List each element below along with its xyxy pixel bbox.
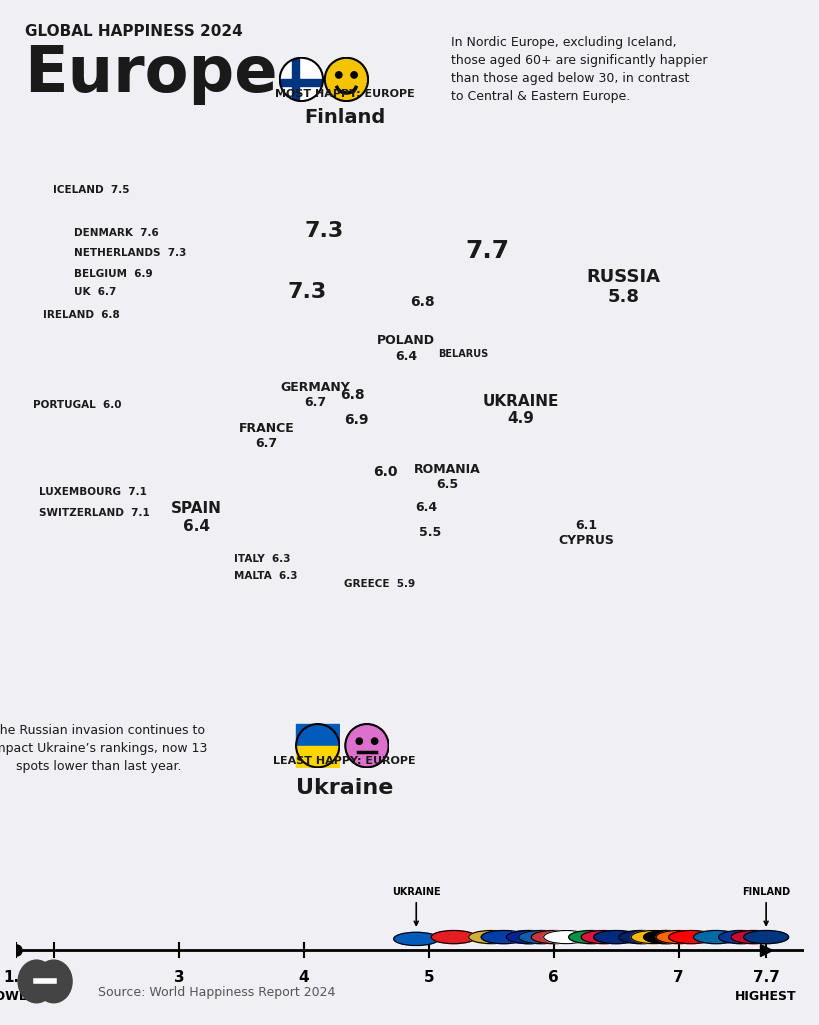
Text: 6.4: 6.4	[415, 501, 437, 514]
Text: UKRAINE
4.9: UKRAINE 4.9	[482, 394, 559, 426]
Circle shape	[543, 931, 588, 944]
Text: SPAIN
6.4: SPAIN 6.4	[171, 501, 222, 534]
Text: 7.3: 7.3	[287, 282, 327, 302]
Circle shape	[35, 960, 72, 1002]
Text: 5.5: 5.5	[419, 527, 441, 539]
Text: 6.1
CYPRUS: 6.1 CYPRUS	[558, 519, 613, 547]
Circle shape	[296, 724, 339, 768]
Text: LEAST HAPPY: EUROPE: LEAST HAPPY: EUROPE	[273, 755, 415, 766]
Text: 6.0: 6.0	[373, 464, 397, 479]
Circle shape	[18, 960, 55, 1002]
Circle shape	[655, 931, 700, 944]
Text: UK  6.7: UK 6.7	[74, 287, 116, 297]
Circle shape	[643, 931, 688, 944]
Circle shape	[431, 931, 476, 944]
Text: UKRAINE: UKRAINE	[391, 888, 440, 926]
Circle shape	[505, 931, 550, 944]
Text: LUXEMBOURG  7.1: LUXEMBOURG 7.1	[39, 487, 147, 497]
Text: MALTA  6.3: MALTA 6.3	[233, 571, 296, 581]
Text: 1.7: 1.7	[3, 970, 29, 985]
Text: GREECE  5.9: GREECE 5.9	[344, 579, 415, 589]
Text: 6.8: 6.8	[340, 387, 364, 402]
Text: 6.9: 6.9	[344, 413, 369, 427]
Text: IRELAND  6.8: IRELAND 6.8	[43, 310, 120, 320]
Text: ITALY  6.3: ITALY 6.3	[233, 554, 290, 564]
Circle shape	[324, 57, 368, 101]
Text: NETHERLANDS  7.3: NETHERLANDS 7.3	[74, 248, 186, 258]
Text: 4: 4	[298, 970, 309, 985]
Circle shape	[345, 724, 388, 768]
Circle shape	[531, 931, 576, 944]
Text: BELGIUM  6.9: BELGIUM 6.9	[74, 269, 152, 279]
Text: RUSSIA
5.8: RUSSIA 5.8	[586, 268, 659, 306]
Text: SWITZERLAND  7.1: SWITZERLAND 7.1	[39, 507, 150, 518]
Text: ROMANIA
6.5: ROMANIA 6.5	[413, 462, 480, 491]
Text: Finland: Finland	[303, 108, 385, 127]
Text: Source: World Happiness Report 2024: Source: World Happiness Report 2024	[98, 986, 335, 999]
Text: In Nordic Europe, excluding Iceland,
those aged 60+ are significantly happier
th: In Nordic Europe, excluding Iceland, tho…	[450, 36, 707, 102]
Text: POLAND
6.4: POLAND 6.4	[377, 334, 434, 363]
Text: DENMARK  7.6: DENMARK 7.6	[74, 228, 158, 238]
Bar	[296, 724, 339, 746]
Circle shape	[481, 931, 526, 944]
Text: 5: 5	[423, 970, 433, 985]
Text: 6.8: 6.8	[410, 295, 434, 310]
Bar	[292, 56, 299, 101]
Text: FINLAND: FINLAND	[741, 888, 790, 926]
Text: 7.3: 7.3	[304, 220, 343, 241]
Circle shape	[355, 738, 362, 744]
Circle shape	[279, 57, 323, 101]
Circle shape	[631, 931, 676, 944]
Circle shape	[593, 931, 638, 944]
Circle shape	[618, 931, 663, 944]
Text: BELARUS: BELARUS	[437, 348, 488, 359]
Text: 7.7: 7.7	[465, 239, 509, 263]
Text: 2: 2	[48, 970, 59, 985]
Text: HIGHEST: HIGHEST	[735, 990, 796, 1002]
Text: FRANCE
6.7: FRANCE 6.7	[238, 421, 294, 450]
Circle shape	[717, 931, 762, 944]
Circle shape	[743, 931, 788, 944]
Bar	[278, 80, 324, 86]
Circle shape	[371, 738, 378, 744]
Text: Europe: Europe	[25, 43, 278, 106]
Circle shape	[505, 931, 550, 944]
Text: 3: 3	[174, 970, 184, 985]
Text: MOST HAPPY: EUROPE: MOST HAPPY: EUROPE	[274, 89, 414, 99]
Circle shape	[568, 931, 613, 944]
Text: GLOBAL HAPPINESS 2024: GLOBAL HAPPINESS 2024	[25, 24, 242, 39]
Text: PORTUGAL  6.0: PORTUGAL 6.0	[33, 400, 121, 410]
Text: LOWEST: LOWEST	[0, 990, 45, 1002]
Text: Ukraine: Ukraine	[296, 778, 392, 798]
Text: ICELAND  7.5: ICELAND 7.5	[53, 184, 129, 195]
Circle shape	[351, 72, 357, 78]
Text: GERMANY
6.7: GERMANY 6.7	[280, 380, 351, 409]
Circle shape	[693, 931, 738, 944]
Circle shape	[518, 931, 563, 944]
Bar	[296, 746, 339, 768]
Text: 6: 6	[548, 970, 559, 985]
Circle shape	[393, 933, 438, 945]
Text: 7.7: 7.7	[752, 970, 779, 985]
Text: 7: 7	[672, 970, 683, 985]
Circle shape	[335, 72, 342, 78]
Circle shape	[731, 931, 775, 944]
Circle shape	[468, 931, 513, 944]
Text: The Russian invasion continues to
impact Ukraine’s rankings, now 13
spots lower : The Russian invasion continues to impact…	[0, 724, 207, 773]
Circle shape	[581, 931, 626, 944]
Circle shape	[667, 931, 713, 944]
